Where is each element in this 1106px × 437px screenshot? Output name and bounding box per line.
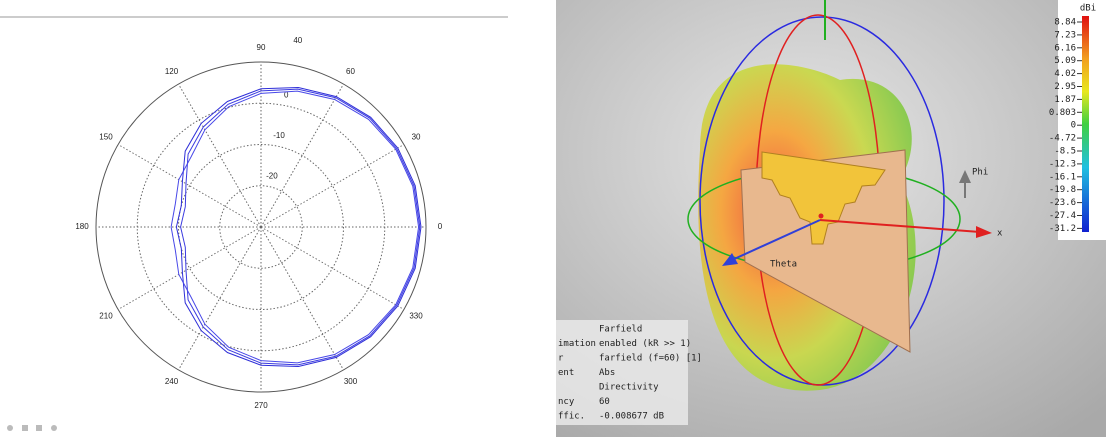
antenna-patch [761,151,886,245]
spoke [117,144,262,228]
colorbar-tick-label: 2.95 [1054,82,1076,92]
angle-tick-label: 240 [165,377,179,386]
colorbar-tick-label: 8.84 [1054,18,1076,28]
colorbar-tick-label: 5.09 [1054,56,1076,66]
spoke [117,226,262,310]
info-value: -0.008677 dB [599,412,664,422]
grid-ring [178,144,344,310]
colorbar-tick-label: 4.02 [1054,69,1076,79]
spoke [178,83,262,228]
info-key: imation [558,339,596,349]
colorbar-tick-label: -23.6 [1049,198,1076,208]
spoke [260,226,344,371]
spoke [260,83,344,228]
theta-arrow-head [722,253,738,266]
info-key: r [558,354,564,364]
colorbar-tick-label: 1.87 [1054,95,1076,105]
phi-arrow-head [959,170,971,183]
spoke [260,226,405,310]
x-axis-arrow [819,219,981,233]
angle-tick-label: 150 [99,133,113,142]
angle-tick-label: 60 [346,67,355,76]
colorbar-tick-label: 7.23 [1054,30,1076,40]
farfield-view: dBi 8.84 7.23 6.16 5.09 4.02 2.95 1.87 0.803 0 -4.… [556,0,1106,437]
pattern-line [170,90,420,364]
feed-point [818,213,824,219]
colorbar-tick-label: 0.803 [1049,108,1076,118]
colorbar-tick-label: 0 [1071,121,1076,131]
angle-tick-label: 0 [438,222,443,231]
angle-tick-label: 90 [257,43,266,52]
colorbar-tick-label: -31.2 [1049,224,1076,234]
toolbar-icons [7,425,57,431]
substrate [740,149,911,353]
info-key: ffic. [558,412,585,422]
colorbar-tick-label: 6.16 [1054,43,1076,53]
theta-arrow [731,219,821,261]
phi-label: Phi [972,168,988,178]
polar-plot: -20 -10 0 40 0 30 60 90 120 150 180 210 240 270 300 330 [75,36,442,410]
colorbar-tick-label: -19.8 [1049,185,1076,195]
info-key: ncy [558,397,575,407]
info-value: 60 [599,397,610,407]
angle-tick-label: 30 [412,133,421,142]
info-value: farfield (f=60) [1] [599,354,702,364]
info-value: Directivity [599,383,659,393]
x-label: x [997,229,1003,239]
colorbar-title: dBi [1080,4,1096,14]
info-value: Abs [599,368,615,378]
info-value: enabled (kR >> 1) [599,339,691,349]
info-value: Farfield [599,325,642,335]
colorbar-tick-label: -16.1 [1049,172,1076,182]
colorbar-tick-label: -4.72 [1049,134,1076,144]
colorbar-tick-label: -27.4 [1049,211,1076,221]
r-tick-label: -10 [273,131,285,140]
pattern-line [175,86,422,368]
angle-tick-label: 180 [75,222,89,231]
colorbar [1082,16,1089,232]
r-tick-label: 0 [284,90,289,99]
angle-tick-label: 120 [165,67,179,76]
pattern-line [180,88,421,366]
angle-tick-label: 300 [344,377,358,386]
spoke [260,144,405,228]
angle-tick-label: 210 [99,312,113,321]
x-arrow-head [976,226,992,238]
angle-tick-label: 270 [254,401,268,410]
colorbar-tick-label: -8.5 [1054,147,1076,157]
theta-label: Theta [770,260,797,270]
angle-tick-label: 330 [409,312,423,321]
info-panel [556,320,688,425]
r-tick-label: -20 [266,172,278,181]
grid-ring [219,185,303,269]
colorbar-tick-label: -12.3 [1049,159,1076,169]
spoke [178,226,262,371]
annotation: 40 [293,36,302,45]
info-key: ent [558,368,574,378]
